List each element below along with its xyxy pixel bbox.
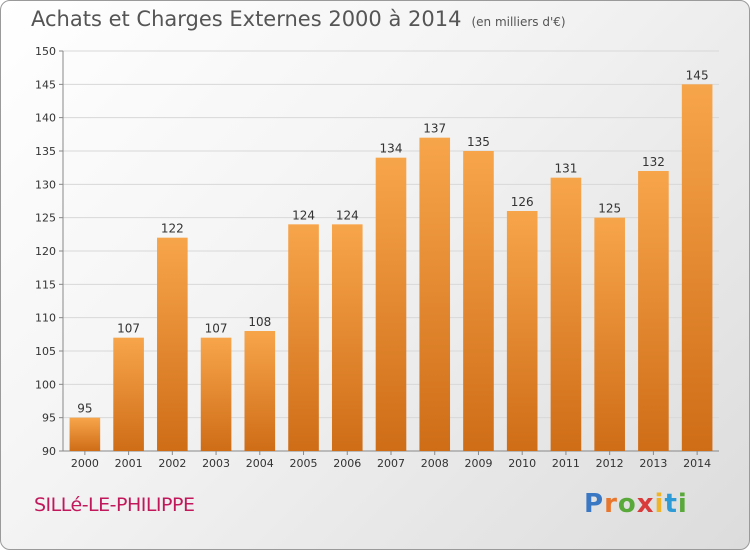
logo-letter: i: [677, 489, 688, 519]
bar-2006: [331, 224, 363, 451]
logo-letter: o: [617, 489, 637, 519]
x-tick-label: 2012: [596, 457, 624, 470]
data-label: 135: [467, 135, 490, 149]
data-label: 126: [511, 195, 534, 209]
y-tick-label: 115: [35, 278, 56, 291]
y-tick-labels: 90 95 100 105 110 115 120 125 130 135 140 145 150: [35, 45, 56, 458]
y-tick-label: 150: [35, 45, 56, 58]
y-tick-label: 105: [35, 345, 56, 358]
data-label: 107: [117, 322, 140, 336]
y-tick-label: 110: [35, 312, 56, 325]
y-tick-label: 120: [35, 245, 56, 258]
x-tick-label: 2011: [552, 457, 580, 470]
bar-2013: [638, 171, 669, 451]
bar-2010: [506, 211, 538, 451]
data-label: 124: [292, 208, 315, 222]
bar-2012: [594, 217, 625, 451]
y-tick-label: 135: [35, 145, 56, 158]
bar-2004: [244, 331, 276, 451]
x-tick-label: 2001: [115, 457, 143, 470]
data-label: 95: [77, 402, 92, 416]
y-tick-label: 140: [35, 112, 56, 125]
bar-2014: [681, 84, 713, 451]
bars: [69, 84, 713, 451]
bar-2007: [375, 157, 407, 451]
data-label: 132: [642, 155, 665, 169]
x-tick-label: 2000: [71, 457, 99, 470]
x-tick-label: 2010: [508, 457, 536, 470]
chart-title: Achats et Charges Externes 2000 à 2014 (e…: [31, 7, 566, 31]
x-tick-label: 2007: [377, 457, 405, 470]
data-label: 125: [598, 202, 621, 216]
data-label: 131: [554, 162, 577, 176]
y-tick-label: 95: [42, 412, 56, 425]
logo-letter: x: [636, 489, 655, 519]
logo-letter: r: [604, 489, 618, 519]
x-tick-label: 2005: [290, 457, 318, 470]
logo-letter: P: [584, 489, 605, 519]
x-tick-label: 2008: [421, 457, 449, 470]
x-tick-label: 2003: [202, 457, 230, 470]
bar-2003: [200, 337, 232, 451]
x-tick-label: 2009: [464, 457, 492, 470]
bar-2001: [113, 337, 144, 451]
bar-2000: [69, 417, 101, 451]
bar-2002: [157, 237, 188, 451]
data-label: 108: [248, 315, 271, 329]
logo-letter: i: [654, 489, 665, 519]
logo-letter: t: [664, 489, 678, 519]
data-label: 134: [380, 142, 403, 156]
data-label: 107: [205, 322, 228, 336]
chart-title-text: Achats et Charges Externes 2000 à 2014: [31, 7, 462, 31]
proxiti-logo: Proxiti: [584, 489, 688, 519]
y-tick-label: 125: [35, 212, 56, 225]
data-labels: 95 107 122 107 108 124 124 134 137 135 126 131 125 13…: [77, 68, 708, 415]
x-tick-label: 2013: [639, 457, 667, 470]
x-tick-label: 2014: [683, 457, 711, 470]
y-tick-label: 145: [35, 78, 56, 91]
data-label: 137: [423, 122, 446, 136]
x-tick-label: 2002: [158, 457, 186, 470]
chart-unit-label: (en milliers d'€): [471, 15, 566, 29]
bar-2005: [288, 224, 319, 451]
data-label: 124: [336, 208, 359, 222]
data-label: 122: [161, 222, 184, 236]
data-label: 145: [686, 68, 709, 82]
x-tick-labels: 2000 2001 2002 2003 2004 2005 2006 2007 2008 2009…: [71, 451, 711, 470]
x-tick-label: 2004: [246, 457, 274, 470]
place-name: SILLé-LE-PHILIPPE: [34, 494, 195, 516]
bar-2011: [550, 177, 582, 451]
y-tick-label: 130: [35, 178, 56, 191]
bar-2009: [463, 151, 494, 451]
bar-2008: [419, 137, 451, 451]
x-tick-label: 2006: [333, 457, 361, 470]
y-tick-label: 90: [42, 445, 56, 458]
y-tick-label: 100: [35, 378, 56, 391]
